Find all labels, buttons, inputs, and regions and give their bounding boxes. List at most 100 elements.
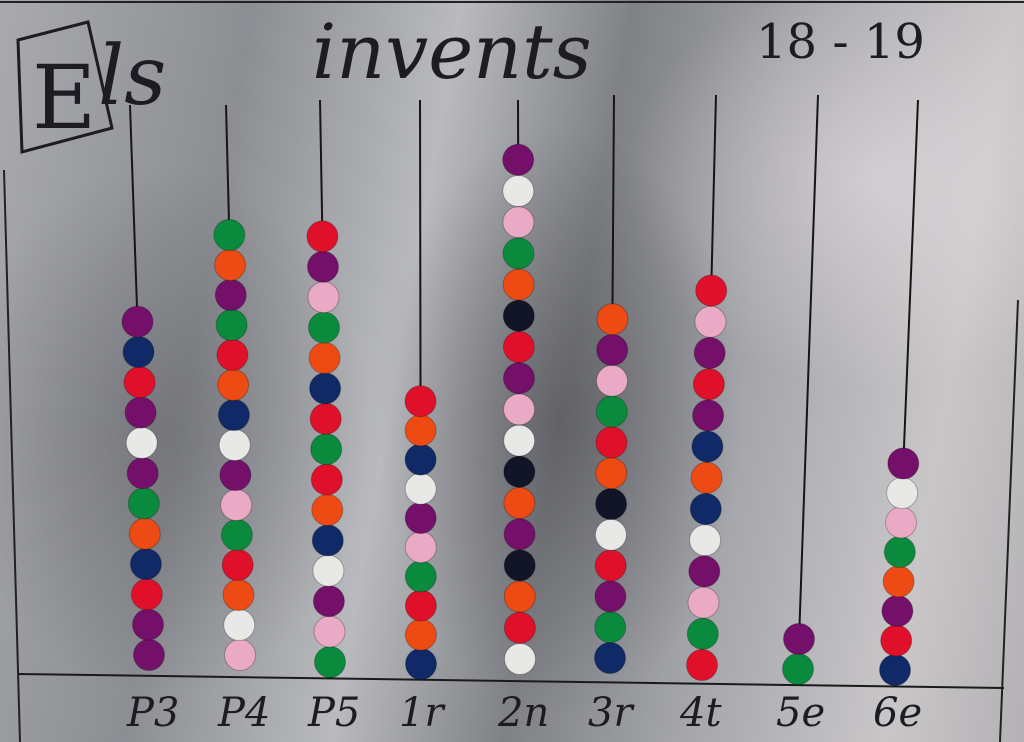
column-label: 3r bbox=[588, 690, 635, 736]
bead bbox=[503, 424, 536, 457]
right-border-line bbox=[999, 299, 1019, 742]
bead bbox=[692, 399, 725, 432]
bead bbox=[596, 364, 628, 397]
bead bbox=[404, 618, 437, 651]
bead bbox=[132, 608, 164, 641]
bead bbox=[595, 457, 628, 490]
bead bbox=[503, 611, 536, 644]
bead bbox=[887, 447, 920, 480]
bead bbox=[216, 339, 249, 371]
bead bbox=[214, 279, 247, 311]
column-label: P4 bbox=[217, 690, 270, 736]
bead bbox=[404, 589, 437, 622]
bead bbox=[123, 366, 156, 399]
column-labels: P3 P4 P5 1r 2n 3r 4t 5e 6e bbox=[126, 690, 922, 736]
beads bbox=[121, 143, 920, 686]
bead bbox=[688, 555, 721, 588]
bead-string bbox=[797, 94, 819, 670]
bead bbox=[224, 639, 256, 671]
bead bbox=[689, 524, 722, 557]
bead bbox=[503, 362, 535, 395]
column-label: P5 bbox=[307, 690, 360, 736]
bead bbox=[689, 493, 722, 525]
title: E ls invents bbox=[16, 7, 592, 154]
bead bbox=[214, 249, 247, 281]
bead bbox=[125, 426, 158, 459]
bead bbox=[133, 639, 165, 671]
bead bbox=[130, 578, 163, 611]
bead bbox=[691, 430, 724, 463]
bead bbox=[594, 611, 627, 644]
bead bbox=[503, 580, 536, 613]
title-letter-box bbox=[16, 20, 114, 154]
bead bbox=[217, 369, 250, 401]
bead bbox=[502, 331, 535, 363]
bead bbox=[122, 336, 155, 368]
bead bbox=[311, 524, 344, 557]
bead bbox=[404, 472, 437, 505]
column-label: 6e bbox=[873, 690, 922, 736]
title-rest: ls bbox=[98, 29, 166, 124]
column-label: 2n bbox=[497, 690, 549, 736]
school-year: 18 - 19 bbox=[756, 14, 925, 70]
bead bbox=[124, 396, 157, 429]
baseline bbox=[17, 673, 1005, 689]
bead bbox=[880, 624, 913, 657]
bead bbox=[404, 560, 437, 593]
bead bbox=[309, 402, 342, 435]
bead bbox=[594, 518, 627, 551]
bead bbox=[126, 457, 159, 490]
column-label: P3 bbox=[126, 690, 179, 736]
bead bbox=[310, 463, 343, 496]
bead bbox=[693, 337, 726, 369]
bead bbox=[309, 372, 342, 405]
bead bbox=[219, 459, 252, 491]
bead bbox=[121, 305, 154, 338]
bead bbox=[504, 643, 536, 675]
bead bbox=[503, 487, 536, 519]
bead bbox=[782, 653, 814, 685]
bead bbox=[881, 595, 914, 627]
bead bbox=[503, 518, 536, 551]
bead bbox=[312, 585, 345, 618]
bead bbox=[217, 399, 250, 431]
bead bbox=[885, 506, 917, 539]
bead bbox=[312, 554, 345, 587]
bead bbox=[218, 429, 251, 461]
bead bbox=[306, 220, 339, 253]
bead bbox=[308, 342, 341, 374]
bead bbox=[692, 368, 725, 401]
bead bbox=[223, 609, 256, 641]
bead bbox=[503, 393, 536, 426]
bead bbox=[502, 175, 535, 207]
bead bbox=[127, 487, 160, 520]
column-label: 5e bbox=[776, 690, 825, 736]
bead bbox=[128, 517, 161, 550]
bead bbox=[596, 303, 629, 336]
bead bbox=[404, 385, 437, 418]
bead bbox=[215, 309, 248, 341]
bead bbox=[404, 502, 437, 534]
bead bbox=[313, 615, 346, 648]
bead bbox=[503, 549, 536, 582]
bead bbox=[879, 654, 911, 686]
column-label: 4t bbox=[679, 690, 722, 736]
bead bbox=[886, 477, 919, 509]
bead bbox=[221, 549, 254, 581]
bead bbox=[503, 455, 536, 488]
bead bbox=[502, 237, 535, 270]
bead bbox=[404, 443, 437, 476]
bead bbox=[129, 548, 162, 581]
bead bbox=[594, 549, 627, 582]
bead bbox=[310, 433, 343, 466]
bead bbox=[307, 250, 339, 283]
bead bbox=[594, 642, 626, 674]
bead bbox=[404, 414, 437, 447]
bead bbox=[595, 395, 628, 428]
bead bbox=[314, 646, 346, 678]
bead bbox=[882, 565, 915, 598]
bead bbox=[405, 648, 437, 680]
bead bbox=[404, 531, 437, 564]
